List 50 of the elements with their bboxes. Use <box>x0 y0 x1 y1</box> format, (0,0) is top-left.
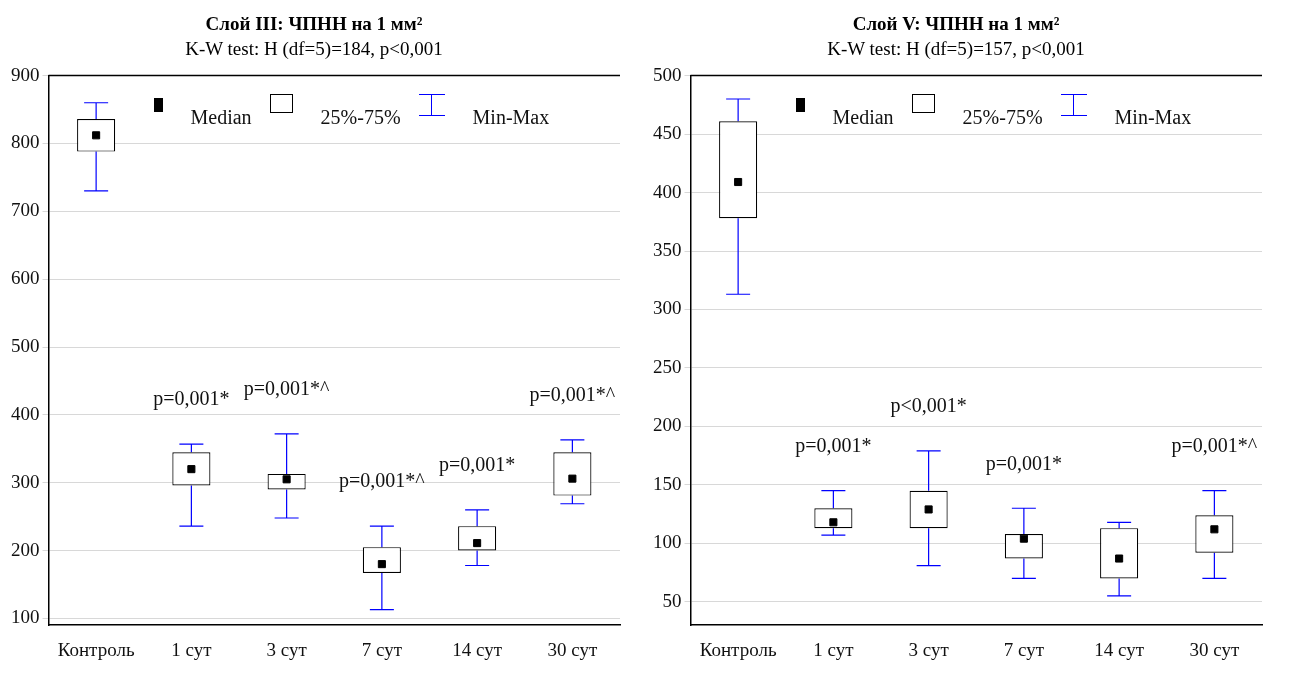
x-tick-label: 1 сут <box>171 638 213 660</box>
chart-subtitle: K-W test: H (df=5)=184, p<0,001 <box>185 38 443 61</box>
annotation: 25%-75% <box>320 105 401 128</box>
y-tick-label: 300 <box>11 470 40 492</box>
x-tick-label: 30 сут <box>1189 638 1240 660</box>
y-tick-label: 700 <box>11 199 40 221</box>
x-tick-label: 3 сут <box>266 638 308 660</box>
x-tick-label: 14 сут <box>452 638 503 660</box>
x-tick-label: Контроль <box>699 638 777 660</box>
y-tick-label: 50 <box>662 589 682 611</box>
y-tick-label: 450 <box>653 122 682 144</box>
x-tick-label: 3 сут <box>908 638 950 660</box>
y-tick-label: 100 <box>11 606 40 628</box>
text: p=0,001* <box>438 453 516 476</box>
y-tick-label: 200 <box>653 414 682 436</box>
text: p=0,001*^ <box>529 383 616 406</box>
annotation: Median <box>190 105 252 128</box>
text: p=0,001*^ <box>1171 433 1258 456</box>
x-tick-label: Контроль <box>57 638 135 660</box>
y-tick-label: 250 <box>653 355 682 377</box>
y-tick-label: 400 <box>11 402 40 424</box>
text: p<0,001* <box>890 394 967 417</box>
chart-subtitle: K-W test: H (df=5)=157, p<0,001 <box>827 38 1085 61</box>
chart-title: Слой V: ЧПНН на 1 мм² <box>852 13 1060 35</box>
chart-title: Слой III: ЧПНН на 1 мм² <box>205 13 423 35</box>
y-tick-label: 900 <box>11 63 40 85</box>
annotation: Min-Max <box>472 105 550 128</box>
x-tick-label: 14 сут <box>1094 638 1145 660</box>
x-tick-label: 30 сут <box>547 638 598 660</box>
text: p=0,001*^ <box>339 469 425 492</box>
x-tick-label: 7 сут <box>361 638 403 660</box>
y-tick-label: 800 <box>11 131 40 153</box>
y-tick-label: 150 <box>653 472 682 494</box>
x-tick-label: 7 сут <box>1003 638 1045 660</box>
x-tick-label: 1 сут <box>813 638 855 660</box>
y-tick-label: 300 <box>653 297 682 319</box>
text: p=0,001* <box>795 433 872 456</box>
y-tick-label: 200 <box>11 538 40 560</box>
text: p=0,001*^ <box>243 377 330 400</box>
y-tick-label: 500 <box>11 334 40 356</box>
y-tick-label: 100 <box>653 531 682 553</box>
annotation: Min-Max <box>1114 105 1192 128</box>
text: p=0,001* <box>153 387 230 410</box>
y-tick-label: 500 <box>653 63 682 85</box>
y-tick-label: 600 <box>11 267 40 289</box>
annotation: 25%-75% <box>962 105 1043 128</box>
y-tick-label: 400 <box>653 180 682 202</box>
y-tick-label: 350 <box>653 238 682 260</box>
annotation: Median <box>832 105 894 128</box>
text: p=0,001* <box>985 451 1063 474</box>
